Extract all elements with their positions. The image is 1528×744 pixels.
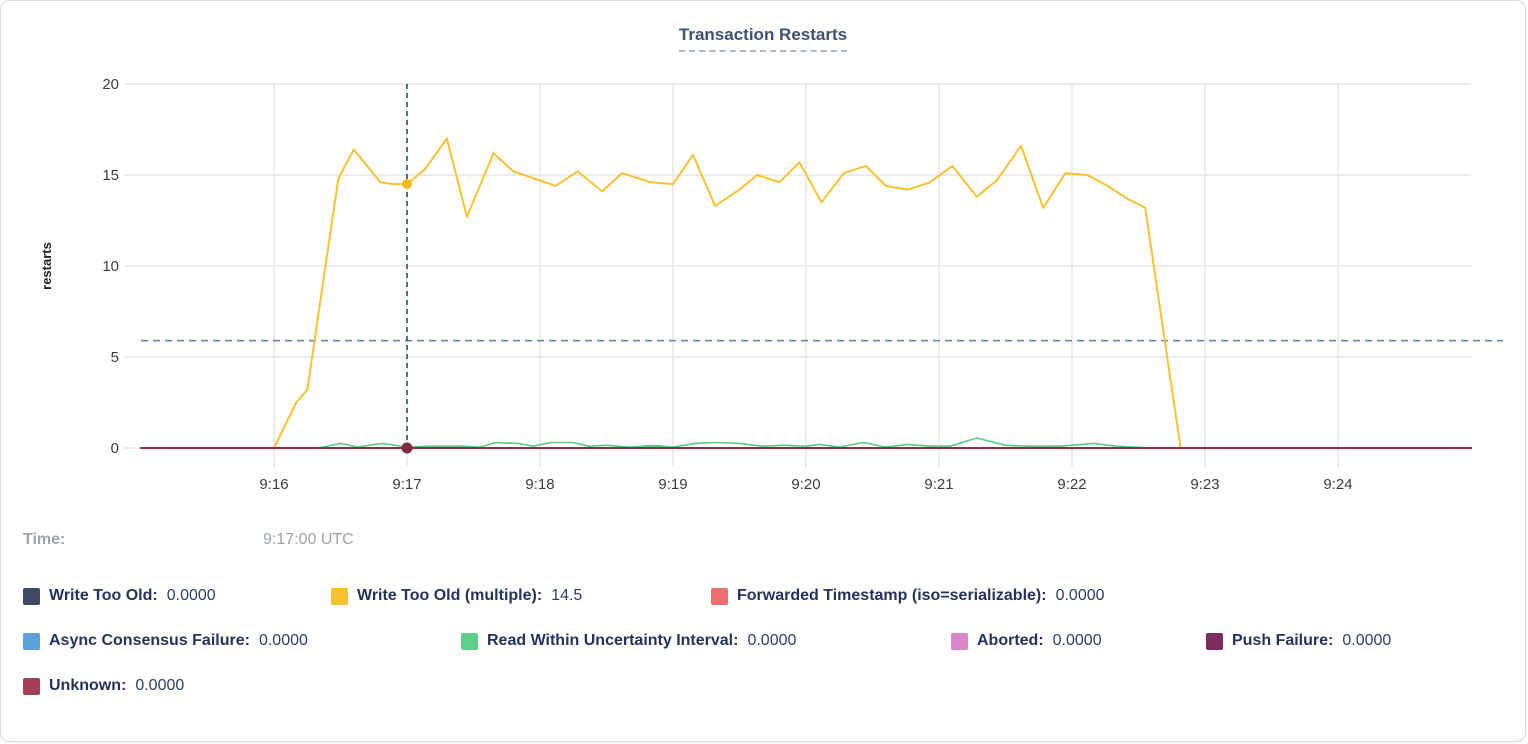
x-tick-label: 9:16	[259, 476, 288, 493]
legend-swatch-icon	[23, 587, 40, 605]
legend-item: Read Within Uncertainty Interval: 0.0000	[461, 632, 796, 650]
x-tick-label: 9:24	[1323, 476, 1352, 493]
legend-value: 0.0000	[135, 677, 185, 694]
legend-label: Unknown:	[49, 677, 127, 694]
legend-item: Write Too Old (multiple): 14.5	[331, 587, 582, 605]
legend-value: 0.0000	[1052, 632, 1102, 649]
y-tick-label: 20	[102, 76, 119, 93]
chart-plot-area[interactable]: 0 5 10 15 20 9:16 9:17 9:18 9:19 9:20 9:21 9:22 9:23…	[1, 1, 1526, 506]
legend-value: 0.0000	[166, 587, 216, 604]
legend-row-2: Async Consensus Failure: 0.0000 Read Withi…	[1, 632, 1525, 658]
x-tick-label: 9:19	[658, 476, 687, 493]
legend-label: Async Consensus Failure:	[49, 632, 250, 649]
y-tick-label: 15	[102, 167, 119, 184]
time-label: Time:	[23, 531, 66, 548]
x-tick-label: 9:23	[1190, 476, 1219, 493]
legend-row-3: Unknown: 0.0000	[1, 677, 1525, 703]
chart-title[interactable]: Transaction Restarts	[678, 25, 848, 52]
legend-item: Push Failure: 0.0000	[1206, 632, 1391, 650]
hover-marker-dot	[402, 179, 412, 190]
x-tick-label: 9:17	[392, 476, 421, 493]
legend-swatch-icon	[23, 632, 40, 650]
legend-value: 0.0000	[747, 632, 797, 649]
x-tick-label: 9:18	[525, 476, 554, 493]
legend-swatch-icon	[23, 677, 40, 695]
legend-swatch-icon	[711, 587, 728, 605]
legend-swatch-icon	[461, 632, 478, 650]
x-tick-label: 9:22	[1057, 476, 1086, 493]
legend-item: Aborted: 0.0000	[951, 632, 1102, 650]
x-tick-label: 9:21	[924, 476, 953, 493]
y-axis-label: restarts	[39, 242, 54, 290]
series-line	[140, 137, 1472, 449]
hover-marker-dot	[401, 442, 413, 454]
tooltip-time-row: Time: 9:17:00 UTC	[1, 531, 1525, 555]
y-tick-label: 5	[111, 349, 119, 366]
legend-item: Forwarded Timestamp (iso=serializable): 0…	[711, 587, 1105, 605]
x-tick-label: 9:20	[791, 476, 820, 493]
legend-swatch-icon	[1206, 632, 1223, 650]
legend-label: Aborted:	[977, 632, 1044, 649]
time-value: 9:17:00 UTC	[263, 531, 354, 548]
legend-label: Write Too Old (multiple):	[357, 587, 543, 604]
legend-label: Write Too Old:	[49, 587, 158, 604]
legend-label: Forwarded Timestamp (iso=serializable):	[737, 587, 1047, 604]
legend-label: Read Within Uncertainty Interval:	[487, 632, 739, 649]
y-tick-label: 0	[111, 440, 119, 457]
legend-value: 0.0000	[1055, 587, 1105, 604]
legend-value: 0.0000	[1342, 632, 1392, 649]
legend-item: Async Consensus Failure: 0.0000	[23, 632, 308, 650]
chart-title-row: Transaction Restarts	[1, 25, 1525, 52]
legend-row-1: Write Too Old: 0.0000 Write Too Old (multi…	[1, 587, 1525, 613]
y-tick-label: 10	[102, 258, 119, 275]
series-line	[140, 437, 1472, 449]
legend-swatch-icon	[331, 587, 348, 605]
legend-item: Unknown: 0.0000	[23, 677, 184, 695]
legend-label: Push Failure:	[1232, 632, 1334, 649]
legend-item: Write Too Old: 0.0000	[23, 587, 216, 605]
legend-value: 0.0000	[258, 632, 308, 649]
legend-value: 14.5	[551, 587, 583, 604]
legend-swatch-icon	[951, 632, 968, 650]
